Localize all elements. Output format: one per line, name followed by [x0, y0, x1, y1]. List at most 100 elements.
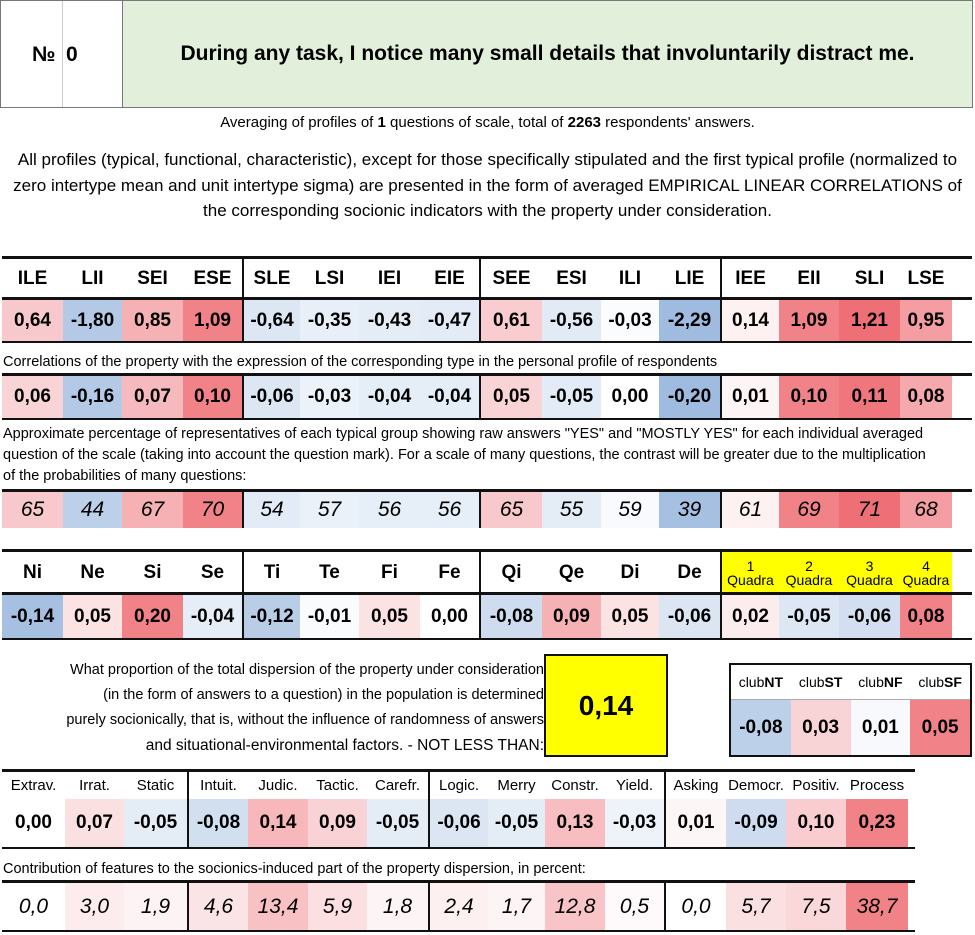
feature-value-cell: -0,08: [187, 799, 248, 847]
percentage-cell: 56: [359, 492, 420, 528]
feature-value-cell: -0,05: [488, 799, 545, 847]
type-label-cell: LII: [81, 267, 104, 289]
feature-value-cell: 0,09: [308, 799, 367, 847]
proportion-line-2: (in the form of answers to a question) i…: [103, 687, 544, 703]
type-value-cell: -1,80: [63, 300, 122, 341]
percentage-cell: 65: [479, 492, 542, 528]
quadra-header-cell: 1 Quadra: [720, 552, 779, 593]
feature-value-cell: 0,10: [786, 799, 846, 847]
contribution-cell: 0,0: [2, 883, 65, 930]
quadra-word: Quadra: [902, 571, 950, 588]
function-label-cell: Fe: [438, 561, 461, 583]
function-label-cell: Si: [143, 561, 162, 583]
type-label-cell: ILI: [618, 267, 642, 289]
proportion-line-1: What proportion of the total dispersion …: [70, 662, 544, 678]
feature-value-cell: 0,14: [248, 799, 308, 847]
club-label-cell: club NF: [851, 665, 911, 699]
correlation-cell: -0,20: [659, 376, 720, 418]
correlation-cell: -0,04: [420, 376, 479, 418]
percentage-cell: 71: [839, 492, 900, 528]
feature-header-row: Extrav. Irrat. Static Intuit. Judic. Tactic. C…: [2, 769, 915, 799]
function-value-cell: 0,09: [542, 595, 601, 638]
proportion-line-3: purely socionically, that is, without th…: [66, 712, 544, 728]
contribution-cell: 38,7: [846, 883, 908, 930]
club-prefix: club: [798, 674, 825, 690]
function-header-row: Ni Ne Si Se Ti Te Fi Fe Qi Qe Di De 1 Quadra 2 Quadra 3 Q…: [2, 549, 972, 593]
club-prefix: club: [918, 674, 945, 690]
quadra-word: Quadra: [785, 571, 833, 588]
club-prefix: club: [858, 674, 884, 690]
type-value-cell: -0,64: [242, 300, 300, 341]
quadra-word: Quadra: [727, 571, 774, 588]
function-value-cell: -0,06: [659, 595, 720, 638]
type-label-cell: LSI: [314, 267, 345, 289]
quadra-header-cell: 4 Quadra: [900, 552, 952, 593]
type-value-cell: 0,85: [122, 300, 183, 341]
correlation-cell: 0,08: [900, 376, 952, 418]
contribution-row: 0,0 3,0 1,9 4,6 13,4 5,9 1,8 2,4 1,7 12,8 0,5 0,0 5,…: [2, 880, 915, 932]
percentage-cell: 57: [300, 492, 359, 528]
club-value-cell: 0,03: [790, 700, 851, 755]
percentage-cell: 56: [420, 492, 479, 528]
feature-label-cell: Logic.: [428, 772, 488, 799]
function-value-row: -0,14 0,05 0,20 -0,04 -0,12 -0,01 0,05 0,00 -0,0…: [2, 592, 972, 640]
type-label-cell: IEE: [720, 259, 779, 298]
feature-label-cell: Asking: [664, 772, 726, 799]
percentage-cell: 67: [122, 492, 183, 528]
type-value-cell: 1,21: [839, 300, 900, 341]
type-value-cell: 0,61: [479, 300, 542, 341]
percentage-cell: 44: [63, 492, 122, 528]
type-value-cell: 0,14: [720, 300, 779, 341]
averaging-suffix: respondents' answers.: [601, 114, 755, 131]
feature-value-cell: 0,07: [65, 799, 124, 847]
proportion-value-box: 0,14: [544, 654, 668, 757]
type-label-cell: LIE: [674, 267, 705, 289]
club-code: NF: [883, 674, 903, 690]
correlation-cell: -0,03: [300, 376, 359, 418]
type-value-cell: 1,09: [183, 300, 242, 341]
type-value-cell: 1,09: [779, 300, 839, 341]
correlation-cell: -0,05: [542, 376, 601, 418]
question-title-cell: During any task, I notice many small det…: [122, 0, 973, 108]
type-label-cell: SEI: [137, 267, 168, 289]
feature-label-cell: Constr.: [551, 777, 599, 794]
function-label-cell: Ti: [242, 552, 300, 593]
function-label-cell: Di: [620, 561, 640, 583]
club-table: club NT club ST club NF club SF -0,08 0,03 0,01 0,…: [729, 663, 972, 757]
feature-value-cell: -0,05: [124, 799, 187, 847]
type-value-cell: -0,43: [359, 300, 420, 341]
club-label-cell: club ST: [791, 665, 851, 699]
percentage-cell: 55: [542, 492, 601, 528]
question-count: 1: [377, 114, 386, 131]
percentage-cell: 39: [659, 492, 720, 528]
correlation-cell: 0,11: [839, 376, 900, 418]
function-label-cell: Se: [200, 561, 225, 583]
function-value-cell: -0,12: [242, 595, 300, 638]
feature-label-cell: Democr.: [728, 777, 784, 794]
feature-label-cell: Extrav.: [10, 777, 57, 794]
contribution-cell: 13,4: [248, 883, 308, 930]
feature-label-cell: Yield.: [616, 777, 653, 794]
percentage-cell: 69: [779, 492, 839, 528]
type-label-cell: ILE: [17, 267, 48, 289]
type-value-cell: 0,64: [2, 300, 63, 341]
quadra-number: 3: [865, 557, 874, 574]
function-label-cell: Qe: [558, 561, 585, 583]
club-prefix: club: [738, 674, 765, 690]
quadra-value-cell: -0,05: [779, 595, 839, 638]
type-label-cell: LSE: [907, 267, 945, 289]
contribution-cell: 4,6: [187, 883, 248, 930]
type-label-cell: IEI: [377, 267, 402, 289]
club-value-cell: 0,01: [850, 700, 911, 755]
club-code: ST: [824, 674, 843, 690]
correlation-cell: 0,07: [122, 376, 183, 418]
averaging-prefix: Averaging of profiles of: [220, 114, 378, 131]
feature-label-cell: Merry: [497, 777, 536, 794]
correlation-cell: 0,00: [601, 376, 659, 418]
function-label-cell: Ni: [23, 561, 42, 583]
club-value-row: -0,08 0,03 0,01 0,05: [731, 700, 970, 755]
correlation-cell: 0,10: [779, 376, 839, 418]
respondent-count: 2263: [567, 114, 602, 131]
club-header-row: club NT club ST club NF club SF: [731, 665, 970, 700]
function-label-cell: Fi: [381, 561, 398, 583]
